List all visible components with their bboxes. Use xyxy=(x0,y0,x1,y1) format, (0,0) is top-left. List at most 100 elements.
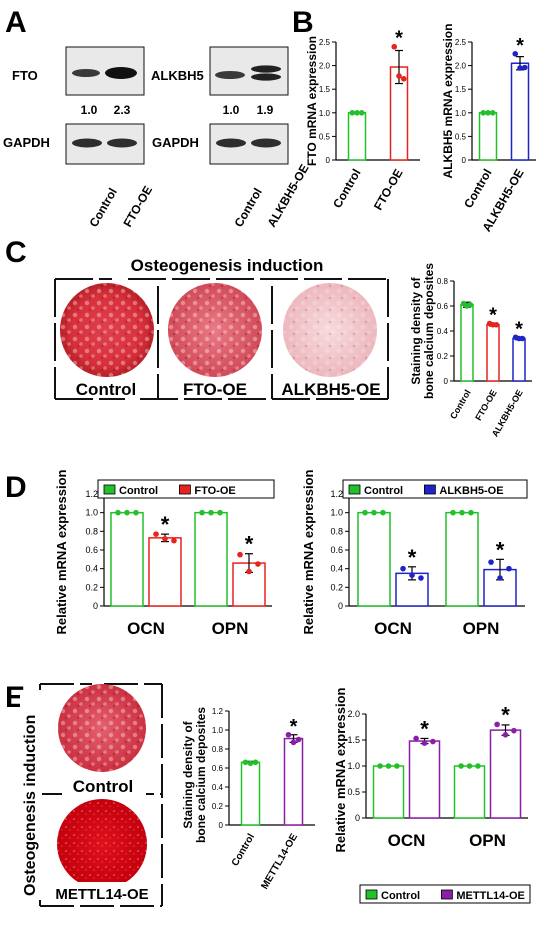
legend: Control METTL14-OE xyxy=(359,884,531,904)
y-tick-label: 2.0 xyxy=(319,62,331,71)
lane-label-alkbh5-oe: ALKBH5-OE xyxy=(264,162,311,230)
bar xyxy=(194,511,228,607)
bar xyxy=(240,761,261,826)
significance-star: * xyxy=(515,318,523,340)
y-tick-label: 0.6 xyxy=(85,545,98,555)
category-label: OPN xyxy=(469,831,506,850)
well-e-label-control: Control xyxy=(73,777,133,796)
data-point xyxy=(115,509,121,516)
y-tick-label: 1.0 xyxy=(212,726,224,735)
y-tick-label: 2.5 xyxy=(455,38,467,47)
bar xyxy=(460,304,474,382)
y-tick-label: 0.4 xyxy=(85,564,98,574)
data-point xyxy=(380,509,386,516)
data-point xyxy=(377,763,383,769)
chart-mrna-fto: 0 0.2 0.4 0.6 0.8 1.0 1.2 Relative mRNA express… xyxy=(54,469,275,638)
data-point xyxy=(394,763,400,769)
data-point xyxy=(162,536,168,542)
well-label-control: Control xyxy=(76,380,136,399)
data-point xyxy=(409,572,415,578)
y-tick-label: 0.5 xyxy=(319,132,331,141)
y-axis-title: Relative mRNA expression xyxy=(54,469,69,634)
y-axis-title: bone calcium deposites xyxy=(194,707,208,843)
category-label: FTO-OE xyxy=(371,167,406,213)
y-tick-label: 1.0 xyxy=(347,761,360,771)
legend: Control ALKBH5-OE xyxy=(342,479,528,499)
category-label: Control xyxy=(330,167,363,211)
data-point xyxy=(371,509,377,516)
y-tick-label: 0.2 xyxy=(330,582,343,592)
y-tick-label: 1.5 xyxy=(455,85,467,94)
y-tick-label: 0 xyxy=(93,601,98,611)
y-tick-label: 0.4 xyxy=(212,783,224,792)
data-point xyxy=(199,509,205,516)
data-point xyxy=(430,738,436,745)
category-label: OCN xyxy=(374,619,412,638)
alkbh5-ratio-oe: 1.9 xyxy=(257,103,274,117)
well-e-label-mettl14-oe: METTL14-OE xyxy=(55,886,148,903)
data-point xyxy=(488,559,494,565)
well-label-fto-oe: FTO-OE xyxy=(183,380,247,399)
bar xyxy=(453,765,486,819)
category-label: Control xyxy=(461,167,494,211)
bar xyxy=(512,337,526,382)
well-frame xyxy=(54,278,389,400)
y-axis-title: bone calcium deposites xyxy=(422,263,436,399)
data-point xyxy=(242,759,249,766)
fto-ratio-oe: 2.3 xyxy=(114,103,131,117)
legend-label: Control xyxy=(381,890,420,902)
data-point xyxy=(362,509,368,516)
well-frame-e xyxy=(39,683,163,907)
data-point xyxy=(450,509,456,516)
chart-mrna-alkbh5: 0 0.2 0.4 0.6 0.8 1.0 1.2 Relative mRNA express… xyxy=(301,469,528,638)
data-point xyxy=(467,301,474,308)
bar xyxy=(445,511,479,607)
y-tick-label: 0.8 xyxy=(212,745,224,754)
y-tick-label: 1.5 xyxy=(319,85,331,94)
y-tick-label: 1.2 xyxy=(85,489,98,499)
panel-letter-a: A xyxy=(5,6,27,39)
panel-e: E Control METTL14-OE Osteogenesis induct… xyxy=(5,681,163,907)
significance-star: * xyxy=(489,305,497,327)
category-label: FTO-OE xyxy=(473,388,499,422)
panel-a: A FTO 1.0 2.3 GAPDH Control FTO-OE ALKBH… xyxy=(3,6,312,230)
y-tick-label: 1.2 xyxy=(330,489,343,499)
data-point xyxy=(217,509,223,516)
legend-swatch xyxy=(178,484,191,495)
category-label: METTL14-OE xyxy=(259,832,300,892)
y-tick-label: 0 xyxy=(444,377,449,386)
legend-label: ALKBH5-OE xyxy=(439,485,503,497)
significance-star: * xyxy=(408,545,417,570)
gapdh-blot-alkbh5 xyxy=(209,123,289,165)
y-tick-label: 1.0 xyxy=(330,508,343,518)
y-tick-label: 0.6 xyxy=(330,545,343,555)
data-point xyxy=(290,739,297,746)
osteogenesis-side-title: Osteogenesis induction xyxy=(22,715,39,896)
legend-swatch xyxy=(423,484,436,495)
category-label: OPN xyxy=(463,619,500,638)
data-point xyxy=(497,575,503,581)
legend-label: Control xyxy=(119,485,158,497)
data-point xyxy=(493,321,500,328)
significance-star: * xyxy=(496,537,505,562)
alkbh5-ratio-control: 1.0 xyxy=(223,103,240,117)
y-tick-label: 1.0 xyxy=(85,508,98,518)
fto-blot xyxy=(65,46,145,96)
data-point xyxy=(517,65,523,71)
bar xyxy=(478,112,498,161)
bar xyxy=(148,537,182,607)
gapdh-label-fto: GAPDH xyxy=(3,135,50,150)
category-label: OCN xyxy=(388,831,426,850)
y-tick-label: 0 xyxy=(462,156,467,165)
data-point xyxy=(391,43,398,50)
significance-star: * xyxy=(420,716,429,741)
y-axis-title: Relative mRNA expression xyxy=(301,469,316,634)
legend-label: METTL14-OE xyxy=(456,890,524,902)
data-point xyxy=(295,736,302,743)
category-label: Control xyxy=(230,832,257,868)
y-tick-label: 0.2 xyxy=(437,352,449,361)
significance-star: * xyxy=(245,532,254,557)
data-point xyxy=(237,551,243,558)
